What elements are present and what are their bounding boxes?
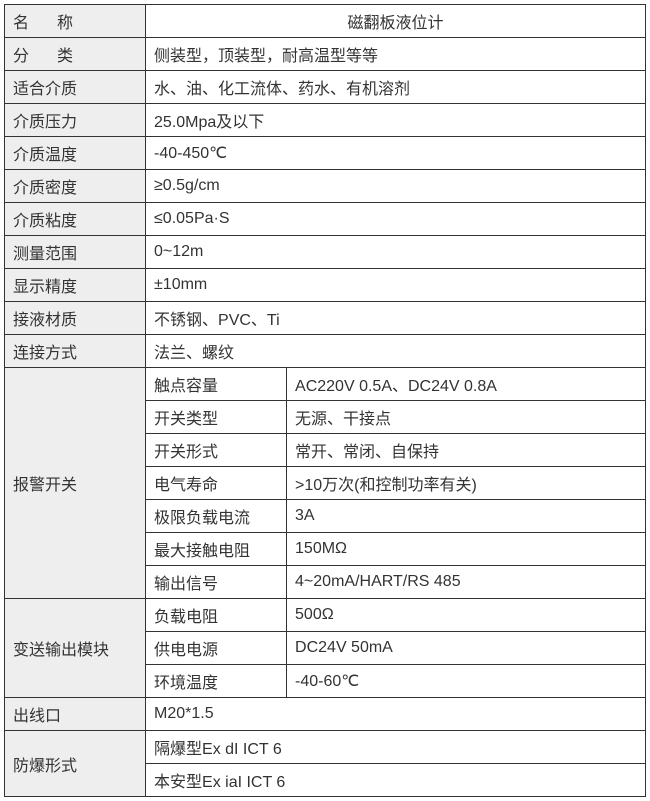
spec-table: 名称 磁翻板液位计 分类 侧装型，顶装型，耐高温型等等 适合介质 水、油、化工流… <box>4 4 646 797</box>
cell-value: -40-60℃ <box>287 665 646 698</box>
cell-value: ≥0.5g/cm <box>146 170 646 203</box>
table-row: 介质温度 -40-450℃ <box>5 137 646 170</box>
cell-sublabel: 供电电源 <box>146 632 287 665</box>
cell-value: 无源、干接点 <box>287 401 646 434</box>
cell-value: 常开、常闭、自保持 <box>287 434 646 467</box>
cell-label: 分类 <box>5 38 146 71</box>
cell-sublabel: 极限负载电流 <box>146 500 287 533</box>
table-row: 介质密度 ≥0.5g/cm <box>5 170 646 203</box>
cell-sublabel: 开关形式 <box>146 434 287 467</box>
cell-label: 防爆形式 <box>5 731 146 797</box>
cell-value: 磁翻板液位计 <box>146 5 646 38</box>
cell-value: ±10mm <box>146 269 646 302</box>
cell-value: 隔爆型Ex dI ICT 6 <box>146 731 646 764</box>
table-row: 适合介质 水、油、化工流体、药水、有机溶剂 <box>5 71 646 104</box>
cell-sublabel: 电气寿命 <box>146 467 287 500</box>
cell-label: 介质压力 <box>5 104 146 137</box>
cell-value: -40-450℃ <box>146 137 646 170</box>
cell-label: 测量范围 <box>5 236 146 269</box>
cell-value: >10万次(和控制功率有关) <box>287 467 646 500</box>
table-row: 显示精度 ±10mm <box>5 269 646 302</box>
cell-label: 名称 <box>5 5 146 38</box>
table-row: 变送输出模块 负载电阻 500Ω <box>5 599 646 632</box>
cell-value: M20*1.5 <box>146 698 646 731</box>
cell-value: 4~20mA/HART/RS 485 <box>287 566 646 599</box>
cell-sublabel: 环境温度 <box>146 665 287 698</box>
cell-sublabel: 输出信号 <box>146 566 287 599</box>
cell-value: 0~12m <box>146 236 646 269</box>
cell-value: 侧装型，顶装型，耐高温型等等 <box>146 38 646 71</box>
cell-label: 出线口 <box>5 698 146 731</box>
cell-value: 水、油、化工流体、药水、有机溶剂 <box>146 71 646 104</box>
cell-label: 变送输出模块 <box>5 599 146 698</box>
cell-value: AC220V 0.5A、DC24V 0.8A <box>287 368 646 401</box>
cell-label: 连接方式 <box>5 335 146 368</box>
cell-value: 不锈钢、PVC、Ti <box>146 302 646 335</box>
table-row: 介质压力 25.0Mpa及以下 <box>5 104 646 137</box>
cell-value: 本安型Ex iaI ICT 6 <box>146 764 646 797</box>
cell-value: 25.0Mpa及以下 <box>146 104 646 137</box>
table-row: 接液材质 不锈钢、PVC、Ti <box>5 302 646 335</box>
cell-value: ≤0.05Pa·S <box>146 203 646 236</box>
cell-value: DC24V 50mA <box>287 632 646 665</box>
cell-sublabel: 负载电阻 <box>146 599 287 632</box>
table-row: 报警开关 触点容量 AC220V 0.5A、DC24V 0.8A <box>5 368 646 401</box>
table-row: 名称 磁翻板液位计 <box>5 5 646 38</box>
cell-label: 介质粘度 <box>5 203 146 236</box>
table-row: 测量范围 0~12m <box>5 236 646 269</box>
table-row: 出线口 M20*1.5 <box>5 698 646 731</box>
cell-label: 报警开关 <box>5 368 146 599</box>
cell-label: 适合介质 <box>5 71 146 104</box>
cell-sublabel: 开关类型 <box>146 401 287 434</box>
cell-value: 150MΩ <box>287 533 646 566</box>
table-row: 介质粘度 ≤0.05Pa·S <box>5 203 646 236</box>
cell-label: 显示精度 <box>5 269 146 302</box>
cell-label: 介质密度 <box>5 170 146 203</box>
table-row: 防爆形式 隔爆型Ex dI ICT 6 <box>5 731 646 764</box>
cell-label: 介质温度 <box>5 137 146 170</box>
table-row: 分类 侧装型，顶装型，耐高温型等等 <box>5 38 646 71</box>
cell-sublabel: 触点容量 <box>146 368 287 401</box>
table-row: 连接方式 法兰、螺纹 <box>5 335 646 368</box>
cell-value: 3A <box>287 500 646 533</box>
cell-value: 法兰、螺纹 <box>146 335 646 368</box>
cell-value: 500Ω <box>287 599 646 632</box>
cell-label: 接液材质 <box>5 302 146 335</box>
cell-sublabel: 最大接触电阻 <box>146 533 287 566</box>
